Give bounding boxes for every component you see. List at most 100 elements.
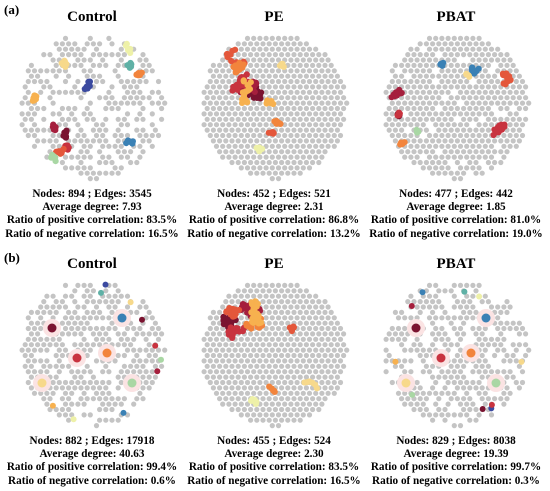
module-node [301,379,308,386]
network-node [97,73,103,79]
network-node [241,406,247,413]
network-node [341,352,347,359]
network-node [442,406,448,413]
network-node [383,336,389,342]
network-node [103,116,109,122]
network-node [423,116,429,122]
network-node [248,149,254,155]
network-node [303,320,309,326]
module-node [49,402,56,409]
module-node [31,97,38,104]
network-node [282,46,288,52]
module-node [392,89,400,96]
network-node [325,78,331,85]
network-node [282,100,288,106]
network-node [266,84,272,90]
network-node [223,385,229,391]
network-node [300,304,306,310]
network-node [310,95,316,101]
network-node [492,342,498,348]
network-node [251,100,257,106]
network-node [248,138,254,144]
network-node [90,299,96,305]
network-node [313,390,319,396]
network-node [285,159,291,166]
network-node [436,170,442,176]
network-node [248,52,254,58]
network-node [334,363,340,369]
network-node [294,46,300,52]
network-node [229,363,235,369]
network-node [266,299,272,305]
network-node [248,116,254,122]
network-node [75,401,81,407]
network-node [476,390,482,396]
network-node [97,62,103,68]
network-node [426,282,433,288]
nodes-edges: Nodes: 882 ; Edges: 17918 [29,435,155,447]
network-node [331,358,337,364]
network-node [279,149,285,155]
network-node [140,138,146,144]
network-node [402,154,408,160]
network-node [492,84,498,90]
network-node [217,138,223,144]
network-node [232,401,238,407]
network-node [498,159,504,166]
network-node [204,84,210,90]
network-node [479,41,485,47]
network-node [319,358,325,364]
network-node [257,57,263,63]
network-node [223,127,229,133]
network-node [103,331,109,337]
network-node [251,336,257,342]
network-node [72,62,78,68]
network-node [331,78,337,85]
network-node [263,347,269,353]
network-node [266,62,272,68]
network-node [303,149,309,155]
network-node [275,68,282,74]
network-node [319,390,325,396]
network-node [516,127,522,133]
network-node [445,100,451,106]
network-node [439,412,445,418]
network-node [476,111,482,117]
network-node [464,111,470,117]
network-node [328,374,334,380]
network-node [510,320,516,326]
network-node [433,57,439,63]
network-node [285,149,291,155]
network-node [217,385,223,391]
network-node [306,358,313,364]
network-node [75,57,81,63]
network-node [28,62,34,68]
network-node [272,288,278,294]
network-node [448,84,454,90]
network-node [103,417,109,423]
network-node [461,320,467,326]
network-node [485,127,491,133]
network-node [288,122,294,128]
network-node [272,299,278,305]
network-node [476,46,482,52]
network-node [257,68,263,74]
network-node [100,154,106,160]
network-node [313,347,319,353]
network-node [294,336,300,342]
network-node [408,369,414,375]
network-node [275,46,282,52]
network-node [106,293,112,299]
network-node [461,52,467,58]
network-node [275,336,282,342]
network-node [81,68,87,74]
network-node [220,390,226,396]
network-node [121,331,127,337]
network-node [303,363,309,369]
network-node [519,89,526,95]
network-node [257,35,263,41]
network-node [213,369,220,375]
network-node [510,95,516,101]
network-node [146,352,152,359]
network-node [288,347,294,353]
